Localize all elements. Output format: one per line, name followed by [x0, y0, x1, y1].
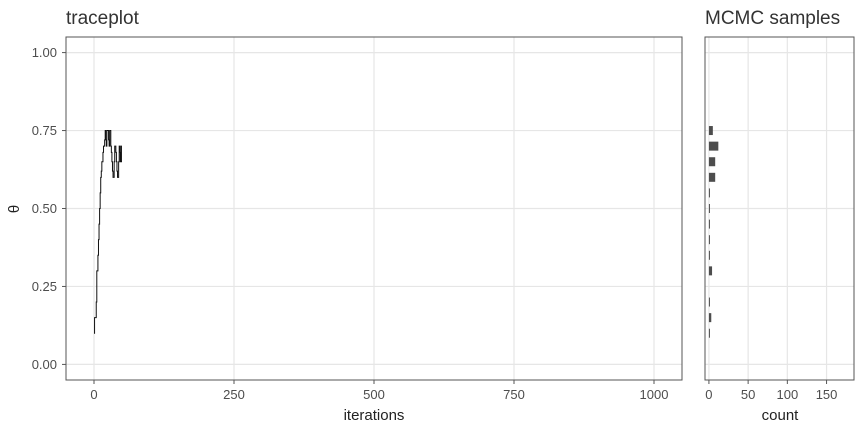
histogram-bar	[708, 235, 710, 245]
traceplot-y-ticks: 0.00 0.25 0.50 0.75 1.00	[32, 45, 66, 372]
histogram-bar	[708, 219, 710, 229]
histogram-bar	[708, 172, 716, 182]
histogram-bar	[708, 328, 710, 338]
traceplot-series	[94, 130, 122, 334]
histogram-bar	[708, 126, 713, 136]
histogram-bar	[708, 188, 710, 198]
histogram-bars	[708, 126, 719, 338]
histogram-x-axis-title: count	[762, 407, 800, 424]
histogram-bar	[708, 297, 710, 307]
histogram-x-ticks: 0 50 100 150	[705, 380, 837, 402]
histogram-bar	[708, 250, 710, 260]
histogram-panel: MCMC samples 0 50 100 150 count	[704, 8, 855, 424]
traceplot-x-axis-title: iterations	[344, 407, 405, 424]
histogram-bar	[708, 204, 710, 213]
traceplot-y-axis-title: θ	[6, 205, 23, 213]
traceplot-x-tick-label: 750	[503, 387, 525, 402]
traceplot-title: traceplot	[66, 8, 140, 29]
histogram-bar	[708, 313, 712, 323]
histogram-bar	[708, 141, 719, 151]
histogram-bar	[708, 266, 713, 276]
histogram-x-tick-label: 150	[816, 387, 838, 402]
traceplot-x-tick-label: 0	[90, 387, 97, 402]
histogram-panel-border	[704, 36, 855, 381]
traceplot-panel: traceplot 0 250 500 750 1000 0.00 0.25 0.50 0.7…	[6, 8, 683, 424]
traceplot-gridlines	[66, 37, 682, 380]
histogram-gridlines	[705, 37, 854, 380]
histogram-x-tick-label: 100	[776, 387, 798, 402]
traceplot-x-tick-label: 500	[363, 387, 385, 402]
traceplot-y-tick-label: 1.00	[32, 45, 57, 60]
traceplot-y-tick-label: 0.75	[32, 123, 57, 138]
traceplot-x-tick-label: 250	[223, 387, 245, 402]
traceplot-y-tick-label: 0.25	[32, 279, 57, 294]
traceplot-x-tick-label: 1000	[640, 387, 669, 402]
histogram-bar	[708, 157, 716, 167]
histogram-title: MCMC samples	[705, 8, 840, 29]
trace-line	[94, 130, 122, 334]
traceplot-x-ticks: 0 250 500 750 1000	[90, 380, 668, 402]
histogram-x-tick-label: 50	[741, 387, 755, 402]
traceplot-y-tick-label: 0.50	[32, 201, 57, 216]
traceplot-y-tick-label: 0.00	[32, 357, 57, 372]
histogram-x-tick-label: 0	[705, 387, 712, 402]
